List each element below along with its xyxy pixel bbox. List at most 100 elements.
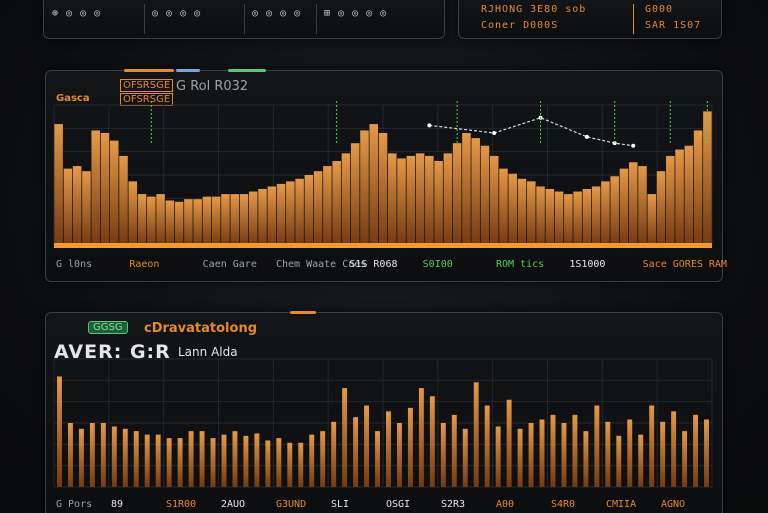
footer-item: 2AUO — [221, 499, 246, 510]
chart-bar — [137, 194, 147, 245]
chart-bar — [144, 434, 150, 487]
footer-item: Raeon — [129, 259, 160, 270]
chart-bar — [202, 196, 212, 245]
tab-marker — [176, 69, 200, 72]
chart-bar — [527, 181, 536, 245]
chart-bar — [660, 421, 666, 487]
chart-bar — [211, 196, 221, 245]
chart-bar — [375, 431, 380, 487]
ticker-line: RJHONG 3E80 sob — [481, 4, 587, 15]
chart-bar — [221, 194, 230, 245]
chart-bar — [452, 143, 462, 245]
chart-bar — [156, 194, 165, 245]
chart-bar — [704, 419, 709, 487]
footer-item: G Pors — [56, 499, 93, 510]
top-ticker-right: RJHONG 3E80 sob Coner D000S G000 SAR 1S0… — [458, 0, 722, 39]
ticker-line: SAR 1S07 — [645, 20, 702, 31]
chart-bar — [119, 155, 128, 245]
chart-bar — [122, 428, 128, 487]
chart-badge-boxed: OFSRSGE — [120, 79, 174, 92]
chart-bar — [265, 440, 271, 487]
overlay-point — [584, 134, 589, 139]
chart-bar — [462, 428, 468, 487]
chart-bar — [484, 405, 490, 487]
ticker-flag: G000 — [645, 4, 674, 15]
chart-bar — [583, 431, 589, 487]
top-ticker-left: ⊕ ◎ ◎ ◎ ◎ ◎ ◎ ◎ ◎ ◎ ◎ ◎ ⊞ ◎ ◎ ◎ ◎ — [43, 0, 445, 39]
chart-bar — [111, 426, 117, 487]
footer-item: S2R3 — [441, 499, 466, 510]
footer-item: AGNO — [661, 499, 686, 510]
chart-bar — [342, 388, 348, 487]
chart-bar — [517, 428, 523, 487]
overlay-point — [492, 131, 497, 135]
chart-bar — [473, 382, 479, 487]
overlay-point — [427, 123, 432, 128]
chart-bar — [199, 431, 205, 487]
chart-title: G Rol R032 — [176, 79, 249, 94]
chart-bar — [573, 191, 582, 245]
chart-bar — [397, 158, 406, 245]
tab-marker — [228, 69, 266, 72]
chart-bar — [499, 168, 508, 245]
chart-bar — [572, 414, 578, 487]
chart-bar — [267, 186, 277, 245]
chart-bar — [313, 171, 323, 245]
chart-bar — [671, 411, 677, 487]
chart-bar — [323, 166, 332, 245]
chart-bar — [109, 140, 119, 245]
chart-bar — [72, 166, 82, 245]
chart-bar — [616, 435, 622, 487]
footer-item: G3UND — [276, 499, 307, 510]
chart-bar — [350, 143, 360, 245]
chart-bar — [360, 130, 369, 245]
bar-chart-bottom — [53, 358, 713, 488]
chart-bar — [54, 124, 63, 245]
chart-bar — [415, 153, 425, 245]
chart-bar — [221, 434, 227, 487]
chart-bar — [489, 155, 499, 245]
chart-bar — [133, 431, 139, 487]
chart-bar — [656, 171, 666, 245]
chart-bar — [177, 438, 183, 487]
chart-bar — [550, 414, 556, 487]
chart-bar — [675, 149, 684, 245]
chart-bar — [100, 423, 106, 487]
chart-bar — [443, 153, 453, 245]
chart-bar — [536, 186, 545, 245]
chart-bar — [682, 431, 688, 487]
chart-bar — [591, 186, 601, 245]
chart-bar — [564, 194, 573, 245]
chart-bar — [388, 153, 397, 245]
chart-bar — [462, 133, 471, 245]
chart-bar — [82, 171, 91, 245]
chart-bar — [528, 423, 534, 487]
chart-bar — [406, 155, 416, 245]
chart-bar — [332, 161, 341, 245]
chart-bar — [67, 423, 73, 487]
chart-bar — [703, 111, 712, 245]
chart-bar — [243, 435, 249, 487]
footer-item: A00 — [496, 499, 515, 510]
chart-bar — [693, 414, 699, 487]
chart-bar — [407, 407, 413, 487]
chart-title: AVER: G:R — [54, 341, 171, 363]
chart-bar — [155, 434, 161, 487]
chart-bar — [638, 166, 647, 245]
chart-bar — [188, 431, 194, 487]
divider — [144, 4, 145, 34]
chart-bar — [147, 196, 156, 245]
chart-bar — [128, 181, 138, 245]
footer-item: 1S1000 — [569, 259, 606, 270]
chart-bar — [210, 438, 216, 487]
chart-bar — [506, 399, 512, 487]
chart-bar — [582, 189, 592, 245]
chart-bar — [684, 145, 694, 245]
chart-bar — [425, 155, 434, 245]
footer-item: CMIIA — [606, 499, 637, 510]
chart-bar — [554, 191, 564, 245]
chart-bar — [341, 153, 351, 245]
chart-bar — [276, 183, 286, 245]
chart-bar — [165, 200, 175, 245]
chart-bar — [594, 405, 600, 487]
